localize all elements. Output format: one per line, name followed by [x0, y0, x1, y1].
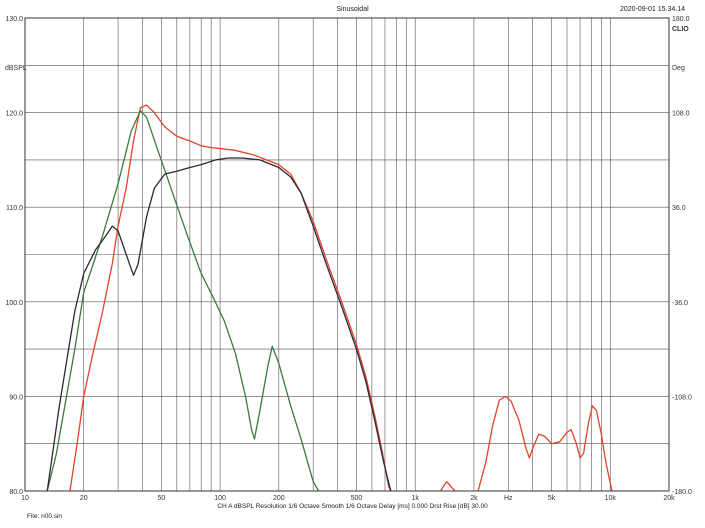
x-tick-label: 5k — [548, 495, 556, 502]
response-curve-1 — [69, 104, 392, 492]
y-tick-label: 110.0 — [6, 205, 23, 212]
y2-axis-label: Deg — [672, 65, 685, 72]
y2-tick-label: -108.0 — [672, 394, 692, 401]
response-curve-3 — [477, 395, 613, 492]
x-tick-label: 1k — [411, 495, 419, 502]
y-tick-label: 90.0 — [9, 394, 23, 401]
y-axis-label: dBSPL — [5, 65, 27, 72]
curve-layer — [46, 104, 613, 492]
chart-title: Sinusoidal — [336, 6, 369, 13]
grid-lines — [25, 18, 669, 491]
x-tick-label: 500 — [351, 495, 363, 502]
x-tick-label: 200 — [273, 495, 285, 502]
measurement-settings: CH A dBSPL Resolution 1/6 Octave Smooth … — [217, 503, 488, 510]
y2-tick-label: -36.0 — [672, 300, 688, 307]
y-tick-label: 120.0 — [5, 111, 23, 118]
y2-tick-label: 36.0 — [672, 205, 686, 212]
y2-tick-label: 108.0 — [672, 111, 690, 118]
y-tick-label: 130.0 — [5, 16, 23, 23]
file-name: File: n00.sin — [27, 513, 63, 520]
x-tick-label: 2k — [470, 495, 478, 502]
x-tick-label: 20 — [80, 495, 88, 502]
response-curve-2 — [440, 480, 456, 492]
response-curve-4 — [46, 110, 320, 492]
timestamp: 2020-09-01 15.34.14 — [620, 6, 685, 13]
plot-frame — [24, 17, 670, 492]
x-tick-label: Hz — [504, 495, 513, 502]
y-tick-label: 100.0 — [5, 300, 23, 307]
brand-label: CLIO — [672, 26, 689, 33]
x-tick-label: 20k — [663, 495, 675, 502]
x-tick-label: 10k — [605, 495, 617, 502]
x-tick-label: 100 — [214, 495, 226, 502]
x-tick-label: 50 — [157, 495, 165, 502]
axis-labels: 10 20 50 100 200 500 1k 2k Hz 5k 10k 20k 130.0 120.0 1… — [5, 16, 692, 502]
y2-tick-label: 180.0 — [672, 16, 690, 23]
y-tick-label: 80.0 — [9, 489, 23, 496]
x-tick-label: 10 — [21, 495, 29, 502]
y2-tick-label: -180.0 — [672, 489, 692, 496]
response-curve-5 — [46, 157, 392, 492]
